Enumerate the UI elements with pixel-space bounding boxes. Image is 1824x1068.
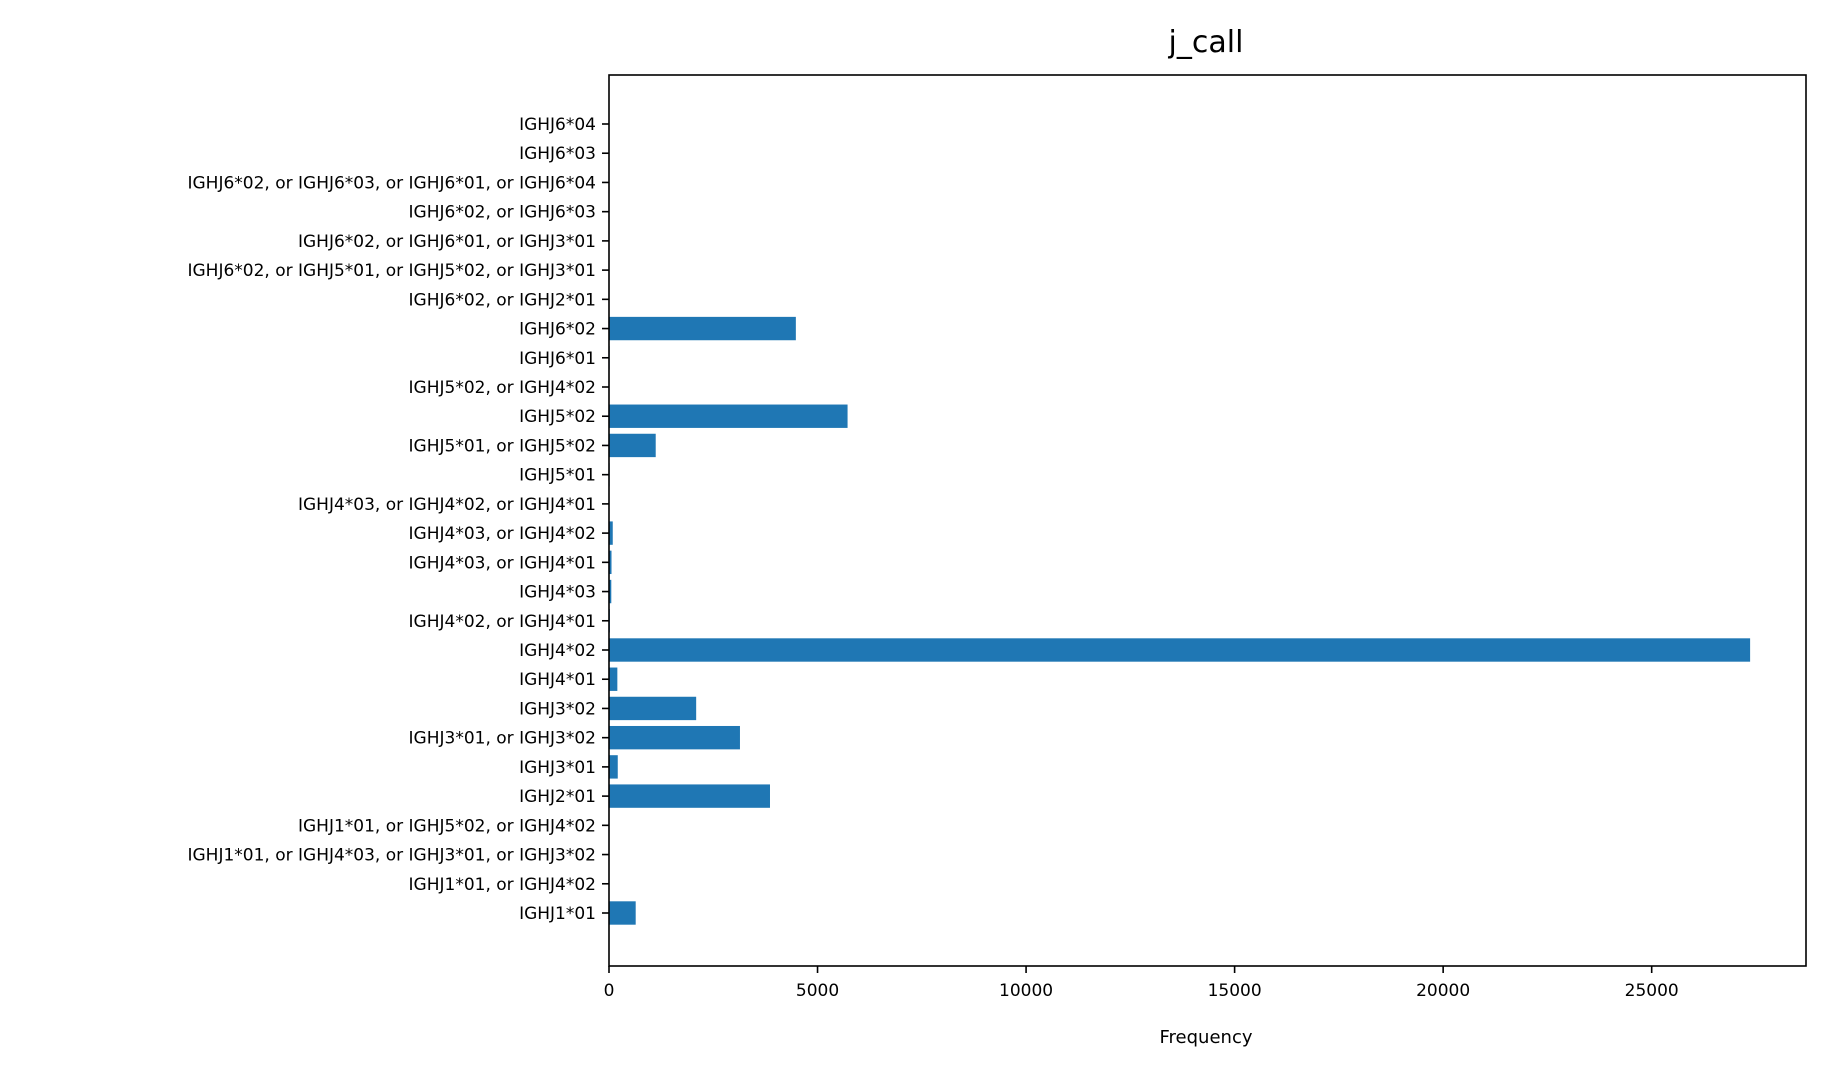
y-tick-label: IGHJ5*01, or IGHJ5*02 — [409, 436, 596, 456]
y-tick-label: IGHJ6*04 — [519, 115, 596, 135]
bar — [609, 404, 848, 428]
y-tick-label: IGHJ4*02 — [519, 641, 596, 661]
bar — [609, 521, 613, 545]
y-tick-label: IGHJ4*03, or IGHJ4*02 — [409, 524, 596, 544]
y-tick-label: IGHJ5*01 — [519, 466, 596, 486]
x-tick-label: 10000 — [999, 981, 1053, 1001]
bar — [609, 667, 618, 691]
y-tick-label: IGHJ6*03 — [519, 144, 596, 164]
y-axis: IGHJ1*01 IGHJ1*01, or IGHJ4*02 IGHJ1*01, o… — [187, 115, 609, 924]
bar — [609, 579, 612, 604]
bar — [609, 901, 636, 925]
y-tick-label: IGHJ6*02, or IGHJ6*03, or IGHJ6*01, or I… — [187, 173, 596, 193]
x-tick-label: 5000 — [796, 981, 839, 1001]
y-tick-label: IGHJ1*01 — [519, 904, 596, 924]
x-tick-label: 0 — [604, 981, 615, 1001]
y-tick-label: IGHJ2*01 — [519, 787, 596, 807]
bar — [609, 696, 697, 721]
y-tick-label: IGHJ1*01, or IGHJ4*02 — [409, 875, 596, 895]
y-tick-label: IGHJ5*02 — [519, 407, 596, 427]
y-tick-label: IGHJ1*01, or IGHJ4*03, or IGHJ3*01, or I… — [187, 846, 596, 866]
y-tick-label: IGHJ4*01 — [519, 670, 596, 690]
x-axis-title: Frequency — [1160, 1027, 1253, 1048]
bar — [609, 725, 740, 750]
y-tick-label: IGHJ6*02, or IGHJ2*01 — [409, 290, 596, 310]
bar — [609, 550, 612, 575]
y-tick-label: IGHJ3*02 — [519, 699, 596, 719]
x-tick-label: 20000 — [1416, 981, 1470, 1001]
y-tick-label: IGHJ3*01, or IGHJ3*02 — [409, 729, 596, 749]
y-tick-label: IGHJ6*02, or IGHJ6*01, or IGHJ3*01 — [298, 232, 596, 252]
y-tick-label: IGHJ6*02, or IGHJ6*03 — [409, 203, 596, 223]
y-tick-label: IGHJ3*01 — [519, 758, 596, 778]
x-axis: 0 5000 10000 15000 20000 25000 — [604, 966, 1679, 1001]
bar — [609, 638, 1751, 662]
bar — [609, 433, 656, 458]
y-tick-label: IGHJ4*03 — [519, 583, 596, 603]
y-tick-label: IGHJ6*02 — [519, 320, 596, 340]
x-tick-label: 15000 — [1208, 981, 1262, 1001]
y-tick-label: IGHJ4*02, or IGHJ4*01 — [409, 612, 596, 632]
y-tick-label: IGHJ6*02, or IGHJ5*01, or IGHJ5*02, or I… — [187, 261, 596, 281]
x-tick-label: 25000 — [1625, 981, 1679, 1001]
plot-frame — [608, 74, 1807, 967]
y-tick-label: IGHJ6*01 — [519, 349, 596, 369]
bar — [609, 755, 618, 779]
y-tick-label: IGHJ4*03, or IGHJ4*01 — [409, 553, 596, 573]
chart-title: j_call — [1168, 25, 1244, 60]
y-tick-label: IGHJ5*02, or IGHJ4*02 — [409, 378, 596, 398]
bar — [609, 316, 796, 341]
bar — [609, 784, 770, 808]
bars-layer — [609, 112, 1751, 925]
y-tick-label: IGHJ4*03, or IGHJ4*02, or IGHJ4*01 — [298, 495, 596, 515]
y-tick-label: IGHJ1*01, or IGHJ5*02, or IGHJ4*02 — [298, 816, 596, 836]
